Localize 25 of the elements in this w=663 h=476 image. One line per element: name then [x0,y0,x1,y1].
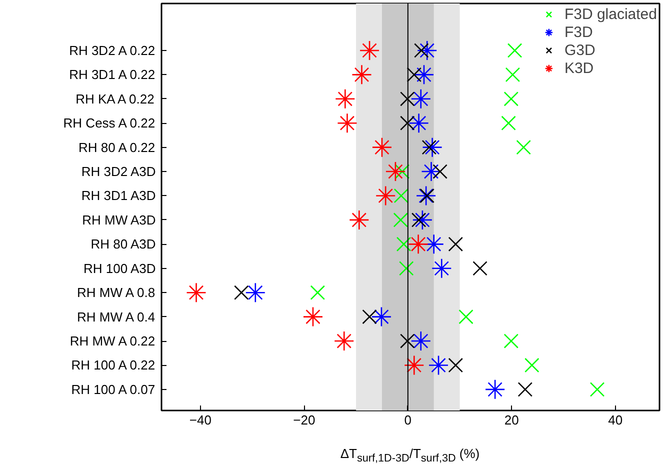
y-tick-label: RH 80 A3D [90,236,156,252]
y-tick-label: RH MW A 0.4 [77,309,156,324]
y-tick-label: RH 80 A 0.22 [78,140,156,155]
y-tick-label: RH 3D1 A 0.22 [69,67,156,82]
y-tick-label: RH 3D2 A3D [81,164,156,180]
legend-label: G3D [564,42,596,58]
y-tick-label: RH KA A 0.22 [76,91,154,106]
y-tick-label: RH Cess A 0.22 [63,116,156,131]
legend-label: F3D glaciated [564,6,657,22]
x-tick-label: 20 [504,412,519,428]
legend-label: F3D [564,24,593,40]
legend-label: K3D [564,60,594,76]
y-tick-label: RH 100 A 0.07 [71,382,156,397]
y-tick-label: RH 3D1 A3D [81,188,156,204]
x-tick-label: −40 [189,412,212,428]
x-tick-label: 40 [608,412,623,428]
x-tick-label: 0 [404,412,412,428]
y-tick-label: RH 100 A3D [84,260,156,276]
x-tick-label: −20 [293,412,316,428]
y-tick-label: RH MW A 0.22 [70,334,156,349]
x-axis-title: ΔT$_{surf,1D-3D}$/T$_{surf,3D}$ (%) [339,445,481,467]
y-tick-label: RH 100 A 0.22 [71,358,156,373]
y-tick-label: RH MW A 0.8 [77,285,156,300]
y-tick-label: RH MW A3D [82,212,156,228]
y-tick-label: RH 3D2 A 0.22 [69,42,156,58]
